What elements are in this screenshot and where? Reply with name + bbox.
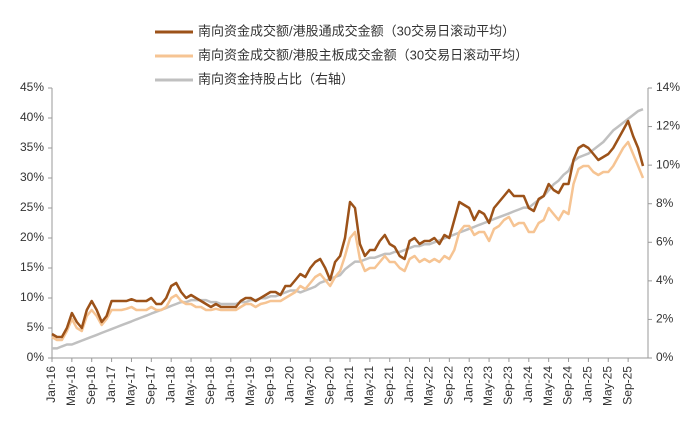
x-tick-label: May-19: [243, 366, 257, 406]
x-tick-label: Jan-24: [521, 366, 535, 403]
series-line: [51, 140, 645, 342]
x-tick-label: Jan-23: [461, 366, 475, 403]
x-tick-label: Jan-16: [44, 366, 58, 403]
y-tick-label: 0%: [27, 350, 45, 364]
x-tick-label: Jan-18: [163, 366, 177, 403]
y2-tick-label: 10%: [656, 157, 680, 171]
y2-tick-label: 0%: [656, 350, 674, 364]
x-tick-label: Sep-22: [442, 366, 456, 405]
x-tick-label: Sep-17: [144, 366, 158, 405]
y-tick-label: 5%: [27, 320, 45, 334]
y-tick-label: 25%: [20, 200, 44, 214]
x-tick-label: Jan-17: [104, 366, 118, 403]
y2-tick-label: 12%: [656, 119, 680, 133]
x-tick-label: Jan-22: [402, 366, 416, 403]
x-tick-label: May-18: [183, 366, 197, 406]
x-tick-label: Sep-21: [382, 366, 396, 405]
x-tick-label: May-20: [302, 366, 316, 406]
legend-label: 南向资金成交额/港股主板成交金额（30交易日滚动平均）: [198, 47, 528, 62]
y-tick-label: 30%: [20, 170, 44, 184]
x-tick-label: Jan-21: [342, 366, 356, 403]
x-tick-label: Jan-25: [581, 366, 595, 403]
x-tick-label: Sep-20: [322, 366, 336, 405]
x-tick-label: May-25: [600, 366, 614, 406]
x-tick-label: Jan-20: [283, 366, 297, 403]
x-tick-label: Jan-19: [223, 366, 237, 403]
series-line: [51, 119, 645, 339]
y2-tick-label: 2%: [656, 312, 674, 326]
y-tick-label: 45%: [20, 80, 44, 94]
x-tick-label: May-23: [481, 366, 495, 406]
x-tick-label: Sep-16: [84, 366, 98, 405]
y2-tick-label: 6%: [656, 234, 674, 248]
x-tick-label: Sep-23: [501, 366, 515, 405]
y-tick-label: 10%: [20, 290, 44, 304]
x-tick-label: Sep-24: [561, 366, 575, 405]
x-tick-label: May-24: [541, 366, 555, 406]
x-tick-label: May-21: [362, 366, 376, 406]
y2-tick-label: 4%: [656, 273, 674, 287]
y-tick-label: 40%: [20, 110, 44, 124]
legend-label: 南向资金持股占比（右轴）: [198, 71, 354, 86]
x-tick-label: Sep-25: [620, 366, 634, 405]
x-tick-label: May-17: [124, 366, 138, 406]
x-tick-label: Sep-19: [263, 366, 277, 405]
legend-label: 南向资金成交额/港股通成交金额（30交易日滚动平均）: [198, 23, 515, 38]
y-tick-label: 15%: [20, 260, 44, 274]
y2-tick-label: 14%: [656, 80, 680, 94]
x-tick-label: May-16: [64, 366, 78, 406]
y2-tick-label: 8%: [656, 196, 674, 210]
y-tick-label: 20%: [20, 230, 44, 244]
x-tick-label: Sep-18: [203, 366, 217, 405]
y-tick-label: 35%: [20, 140, 44, 154]
x-tick-label: May-22: [422, 366, 436, 406]
